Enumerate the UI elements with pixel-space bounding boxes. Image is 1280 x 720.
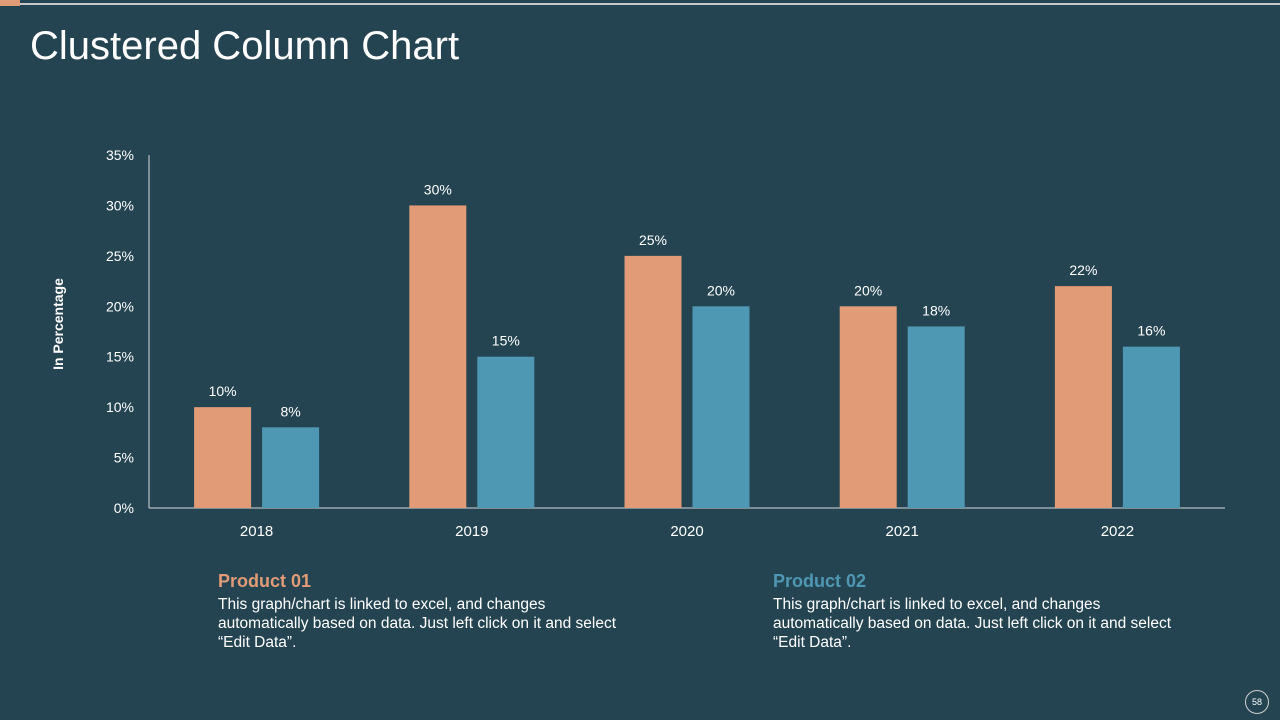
x-tick-label: 2020 <box>670 523 703 540</box>
data-label: 10% <box>209 383 237 399</box>
data-label: 8% <box>280 403 300 419</box>
product-01-description: Product 01 This graph/chart is linked to… <box>218 572 618 652</box>
bar-product-02-2018[interactable] <box>262 427 320 508</box>
bar-product-02-2022[interactable] <box>1122 346 1180 508</box>
data-label: 20% <box>854 282 882 298</box>
y-tick-label: 15% <box>106 349 134 365</box>
product-02-heading: Product 02 <box>773 571 867 591</box>
x-tick-label: 2019 <box>455 523 488 540</box>
y-tick-label: 25% <box>106 248 134 264</box>
y-tick-label: 0% <box>114 500 134 516</box>
x-tick-label: 2021 <box>886 523 919 540</box>
product-02-description: Product 02 This graph/chart is linked to… <box>773 572 1173 652</box>
product-01-text: This graph/chart is linked to excel, and… <box>218 596 617 651</box>
x-tick-label: 2018 <box>240 523 273 540</box>
bar-product-01-2021[interactable] <box>839 306 897 508</box>
bar-product-02-2019[interactable] <box>477 356 535 508</box>
product-01-heading: Product 01 <box>218 571 312 591</box>
slide-title: Clustered Column Chart <box>30 24 460 68</box>
y-tick-label: 35% <box>106 147 134 163</box>
y-tick-label: 20% <box>106 298 134 314</box>
bar-product-01-2018[interactable] <box>194 407 252 508</box>
product-02-text: This graph/chart is linked to excel, and… <box>773 596 1172 651</box>
data-label: 16% <box>1137 323 1165 339</box>
top-rule <box>20 3 1280 5</box>
data-label: 30% <box>424 181 452 197</box>
x-tick-label: 2022 <box>1101 523 1134 540</box>
bar-product-01-2022[interactable] <box>1054 286 1112 508</box>
data-label: 15% <box>492 333 520 349</box>
data-label: 25% <box>639 232 667 248</box>
bar-product-02-2021[interactable] <box>907 326 965 508</box>
bar-product-01-2020[interactable] <box>624 255 682 508</box>
bar-product-01-2019[interactable] <box>409 205 467 508</box>
data-label: 18% <box>922 302 950 318</box>
data-label: 20% <box>707 282 735 298</box>
page-number: 58 <box>1245 690 1269 714</box>
y-tick-label: 30% <box>106 197 134 213</box>
y-axis-label: In Percentage <box>50 278 66 370</box>
bar-product-02-2020[interactable] <box>692 306 750 508</box>
top-accent-bar <box>0 0 20 6</box>
y-tick-label: 5% <box>114 450 134 466</box>
y-tick-label: 10% <box>106 399 134 415</box>
data-label: 22% <box>1069 262 1097 278</box>
